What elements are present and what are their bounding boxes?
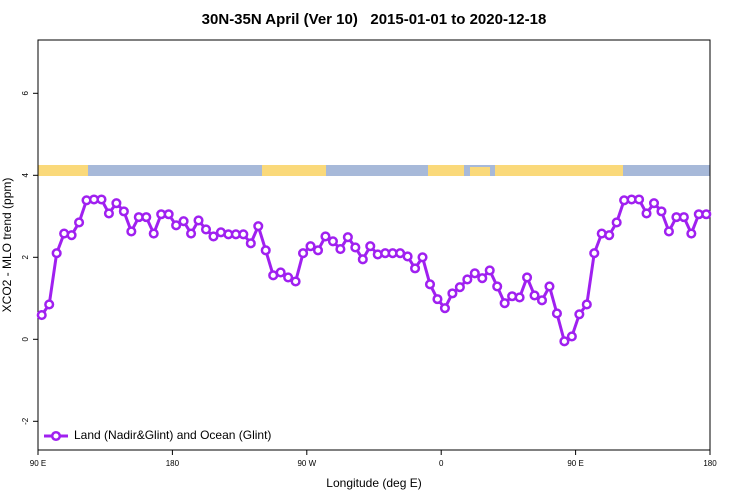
land-band	[428, 165, 464, 176]
y-tick-label: 2	[21, 255, 30, 260]
point	[469, 268, 480, 279]
x-tick-label: 180	[166, 459, 180, 468]
point	[357, 254, 368, 265]
point	[701, 209, 712, 220]
point	[574, 309, 585, 320]
point	[663, 226, 674, 237]
point	[36, 310, 47, 321]
point	[178, 216, 189, 227]
point	[275, 267, 286, 278]
point	[514, 292, 525, 303]
point	[171, 220, 182, 231]
land-ocean-strip	[38, 165, 710, 176]
point	[447, 288, 458, 299]
x-tick-label: 0	[439, 459, 444, 468]
point	[656, 206, 667, 217]
point	[365, 241, 376, 252]
land-band	[262, 165, 326, 176]
y-axis-title: XCO2 - MLO trend (ppm)	[0, 178, 14, 313]
point	[611, 217, 622, 228]
point	[604, 230, 615, 241]
point	[245, 238, 256, 249]
y-tick-label: 4	[21, 173, 30, 178]
y-tick-label: 0	[21, 337, 30, 342]
point	[544, 281, 555, 292]
point	[118, 206, 129, 217]
ocean-band	[38, 165, 710, 176]
point	[126, 226, 137, 237]
point	[141, 212, 152, 223]
point	[74, 217, 85, 228]
point	[529, 290, 540, 301]
land-band	[470, 167, 490, 176]
point	[335, 244, 346, 255]
plot-frame	[37, 39, 711, 451]
land-band	[38, 165, 88, 176]
point	[327, 236, 338, 247]
point	[454, 282, 465, 293]
point	[686, 228, 697, 239]
point	[51, 248, 62, 259]
x-tick-label: 90 W	[297, 459, 316, 468]
point	[648, 198, 660, 209]
x-tick-label: 180	[703, 459, 717, 468]
point	[499, 298, 510, 309]
legend-marker	[50, 430, 62, 442]
point	[350, 242, 361, 253]
legend-text: Land (Nadir&Glint) and Ocean (Glint)	[74, 428, 271, 442]
point	[260, 245, 271, 256]
point	[298, 248, 309, 259]
point	[111, 198, 122, 209]
x-tick-label: 90 E	[30, 459, 46, 468]
y-tick-label: 6	[21, 91, 30, 96]
point	[536, 295, 548, 306]
point	[66, 230, 77, 241]
point	[484, 265, 495, 276]
point	[678, 212, 689, 223]
point	[566, 331, 577, 342]
point	[305, 241, 316, 252]
point	[477, 273, 488, 284]
point	[103, 208, 114, 219]
point	[417, 252, 428, 263]
point	[522, 272, 533, 283]
point	[238, 229, 249, 240]
point	[253, 221, 264, 232]
legend-item: Land (Nadir&Glint) and Ocean (Glint)	[44, 428, 271, 442]
point	[410, 263, 421, 274]
point	[193, 215, 204, 226]
point	[283, 272, 294, 283]
land-band	[495, 165, 623, 176]
point	[342, 232, 353, 243]
point	[320, 231, 331, 242]
point	[208, 231, 219, 242]
chart-title: 30N-35N April (Ver 10) 2015-01-01 to 202…	[202, 11, 547, 28]
point	[439, 303, 450, 314]
point	[492, 281, 503, 292]
point	[312, 245, 324, 256]
point	[424, 279, 436, 290]
point	[462, 274, 473, 285]
point	[96, 194, 107, 205]
point	[186, 228, 197, 239]
point	[641, 208, 652, 219]
point	[581, 299, 592, 310]
x-axis-title: Longitude (deg E)	[326, 476, 421, 490]
point	[44, 299, 55, 310]
point	[290, 276, 301, 287]
point	[559, 336, 570, 347]
point	[432, 294, 443, 305]
point	[589, 248, 600, 259]
point	[200, 224, 212, 235]
point	[402, 251, 413, 262]
point	[634, 194, 645, 205]
point	[551, 308, 562, 319]
x-tick-label: 90 E	[567, 459, 583, 468]
y-tick-label: -2	[21, 417, 30, 425]
point	[163, 209, 174, 220]
point	[148, 228, 159, 239]
